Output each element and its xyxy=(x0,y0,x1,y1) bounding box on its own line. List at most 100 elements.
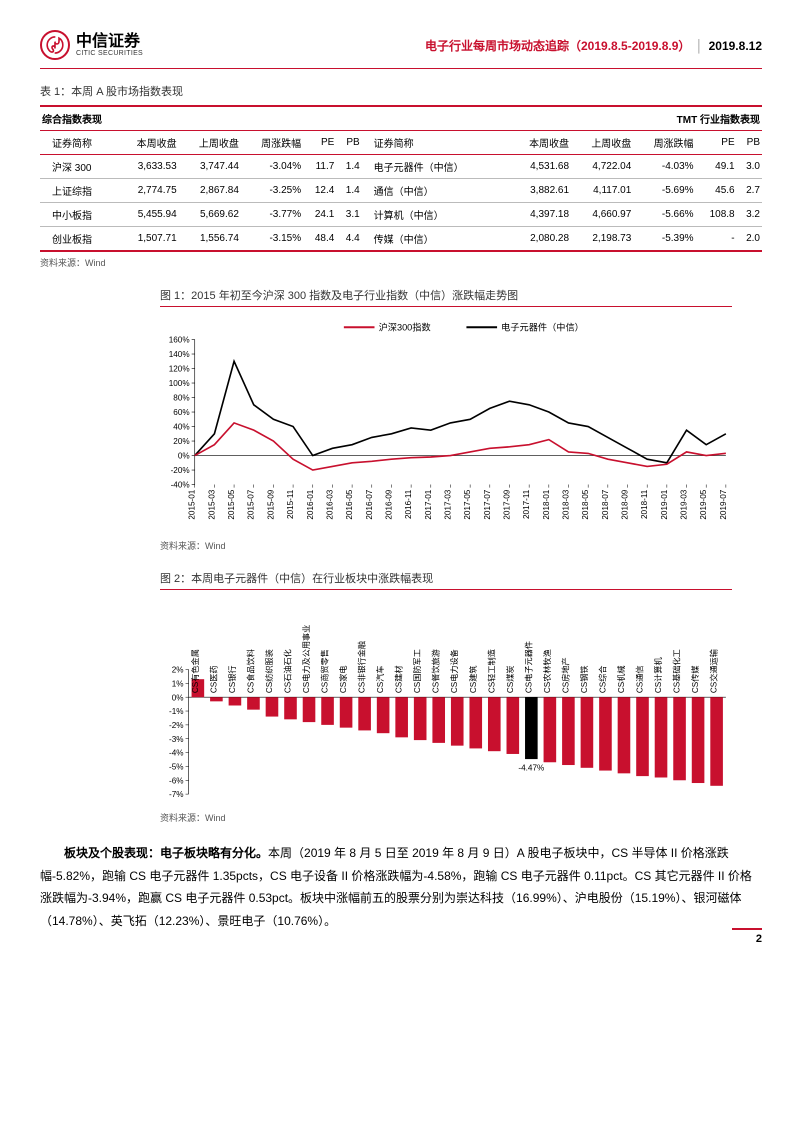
svg-text:2016-07: 2016-07 xyxy=(365,489,374,519)
col-header: 周涨跌幅 xyxy=(241,131,303,155)
svg-text:CS机械: CS机械 xyxy=(616,665,626,693)
company-name-cn: 中信证券 xyxy=(76,34,143,50)
svg-text:-1%: -1% xyxy=(169,707,184,716)
svg-text:2018-03: 2018-03 xyxy=(561,489,570,519)
svg-text:CS食品饮料: CS食品饮料 xyxy=(245,649,255,693)
col-header: PB xyxy=(336,131,361,155)
svg-text:2019-03: 2019-03 xyxy=(680,489,689,519)
chart2-caption: 图 2：本周电子元器件（中信）在行业板块中涨跌幅表现 xyxy=(160,570,732,590)
col-header: 上周收盘 xyxy=(179,131,241,155)
table-row: 上证综指2,774.752,867.84-3.25%12.41.4通信（中信）3… xyxy=(40,179,762,203)
svg-text:2019-07: 2019-07 xyxy=(719,489,728,519)
svg-text:2017-09: 2017-09 xyxy=(502,489,511,519)
col-header: 周涨跌幅 xyxy=(633,131,695,155)
chart1-caption: 图 1：2015 年初至今沪深 300 指数及电子行业指数（中信）涨跌幅走势图 xyxy=(160,287,732,307)
svg-text:CS家电: CS家电 xyxy=(338,665,348,693)
svg-text:2017-11: 2017-11 xyxy=(522,489,531,519)
svg-text:2017-07: 2017-07 xyxy=(483,489,492,519)
svg-text:2017-05: 2017-05 xyxy=(463,489,472,519)
svg-text:CS房地产: CS房地产 xyxy=(560,657,570,693)
svg-text:2018-07: 2018-07 xyxy=(601,489,610,519)
svg-text:CS有色金属: CS有色金属 xyxy=(190,649,200,693)
svg-text:CS计算机: CS计算机 xyxy=(653,657,663,693)
svg-text:CS交通运输: CS交通运输 xyxy=(709,649,719,693)
table-row: 创业板指1,507.711,556.74-3.15%48.44.4传媒（中信）2… xyxy=(40,227,762,252)
svg-text:0%: 0% xyxy=(178,452,190,461)
chart1-source: 资料来源：Wind xyxy=(160,539,732,552)
svg-text:2015-03: 2015-03 xyxy=(207,489,216,519)
table1-caption: 表 1：本周 A 股市场指数表现 xyxy=(40,83,762,99)
analysis-paragraph: 板块及个股表现：电子板块略有分化。本周（2019 年 8 月 5 日至 2019… xyxy=(40,842,762,933)
svg-text:CS轻工制造: CS轻工制造 xyxy=(486,649,496,693)
svg-text:2015-09: 2015-09 xyxy=(266,489,275,519)
svg-text:-4.47%: -4.47% xyxy=(518,763,544,772)
svg-text:-40%: -40% xyxy=(171,481,190,490)
col-header: PE xyxy=(696,131,737,155)
market-table: 综合指数表现 TMT 行业指数表现 证券简称本周收盘上周收盘周涨跌幅PEPB证券… xyxy=(40,105,762,252)
svg-text:2016-11: 2016-11 xyxy=(404,489,413,519)
svg-text:CS钢铁: CS钢铁 xyxy=(579,665,589,693)
col-header: PB xyxy=(737,131,762,155)
svg-text:CS农林牧渔: CS农林牧渔 xyxy=(542,649,552,693)
svg-text:2015-05: 2015-05 xyxy=(227,489,236,519)
svg-text:100%: 100% xyxy=(169,379,190,388)
svg-text:20%: 20% xyxy=(173,437,189,446)
svg-text:电子元器件（中信）: 电子元器件（中信） xyxy=(501,321,584,332)
svg-text:-7%: -7% xyxy=(169,790,184,799)
svg-text:2018-11: 2018-11 xyxy=(640,489,649,519)
col-header: 本周收盘 xyxy=(116,131,178,155)
svg-text:CS石油石化: CS石油石化 xyxy=(282,649,292,693)
col-header: 证券简称 xyxy=(362,131,509,155)
svg-text:2017-03: 2017-03 xyxy=(443,489,452,519)
col-header: 本周收盘 xyxy=(509,131,571,155)
page-number: 2 xyxy=(732,928,762,945)
svg-text:CS医药: CS医药 xyxy=(208,665,218,693)
svg-text:CS电力设备: CS电力设备 xyxy=(449,649,459,693)
svg-text:60%: 60% xyxy=(173,408,189,417)
svg-text:CS汽车: CS汽车 xyxy=(375,665,385,693)
svg-text:CS建材: CS建材 xyxy=(394,665,404,693)
svg-text:2%: 2% xyxy=(172,665,184,674)
svg-text:2015-07: 2015-07 xyxy=(247,489,256,519)
svg-text:CS基础化工: CS基础化工 xyxy=(672,649,682,693)
svg-text:-2%: -2% xyxy=(169,720,184,729)
svg-text:0%: 0% xyxy=(172,693,184,702)
svg-text:2018-01: 2018-01 xyxy=(542,489,551,519)
svg-text:2016-05: 2016-05 xyxy=(345,489,354,519)
group-header-right: TMT 行业指数表现 xyxy=(362,106,762,131)
table-row: 中小板指5,455.945,669.62-3.77%24.13.1计算机（中信）… xyxy=(40,203,762,227)
svg-text:2016-03: 2016-03 xyxy=(325,489,334,519)
chart1: 沪深300指数电子元器件（中信）-40%-20%0%20%40%60%80%10… xyxy=(160,315,732,530)
para-title: 板块及个股表现：电子板块略有分化。 xyxy=(64,846,268,860)
company-logo: 〄 xyxy=(40,30,70,60)
svg-text:2016-09: 2016-09 xyxy=(384,489,393,519)
svg-text:CS国防军工: CS国防军工 xyxy=(412,649,422,693)
svg-text:80%: 80% xyxy=(173,394,189,403)
company-name-en: CITIC SECURITIES xyxy=(76,50,143,57)
col-header: 证券简称 xyxy=(40,131,116,155)
svg-text:2019-05: 2019-05 xyxy=(699,489,708,519)
svg-text:-20%: -20% xyxy=(171,466,190,475)
col-header: 上周收盘 xyxy=(571,131,633,155)
svg-text:CS综合: CS综合 xyxy=(597,665,607,693)
header-divider: │ xyxy=(696,39,704,53)
svg-text:140%: 140% xyxy=(169,350,190,359)
svg-text:2015-01: 2015-01 xyxy=(188,489,197,519)
svg-text:-4%: -4% xyxy=(169,748,184,757)
table-row: 沪深 3003,633.533,747.44-3.04%11.71.4电子元器件… xyxy=(40,155,762,179)
svg-text:CS建筑: CS建筑 xyxy=(468,665,478,693)
svg-text:2015-11: 2015-11 xyxy=(286,489,295,519)
table1-source: 资料来源：Wind xyxy=(40,256,762,269)
svg-text:2017-01: 2017-01 xyxy=(424,489,433,519)
svg-text:2018-09: 2018-09 xyxy=(621,489,630,519)
svg-text:-5%: -5% xyxy=(169,762,184,771)
svg-text:CS纺织服装: CS纺织服装 xyxy=(264,649,274,693)
svg-text:2018-05: 2018-05 xyxy=(581,489,590,519)
header-rule xyxy=(40,68,762,69)
svg-text:CS煤炭: CS煤炭 xyxy=(505,665,515,693)
doc-title: 电子行业每周市场动态追踪（2019.8.5-2019.8.9） xyxy=(425,39,690,53)
svg-text:CS电子元器件: CS电子元器件 xyxy=(523,640,533,692)
svg-text:2016-01: 2016-01 xyxy=(306,489,315,519)
svg-text:沪深300指数: 沪深300指数 xyxy=(379,321,431,332)
svg-text:CS通信: CS通信 xyxy=(634,665,644,693)
